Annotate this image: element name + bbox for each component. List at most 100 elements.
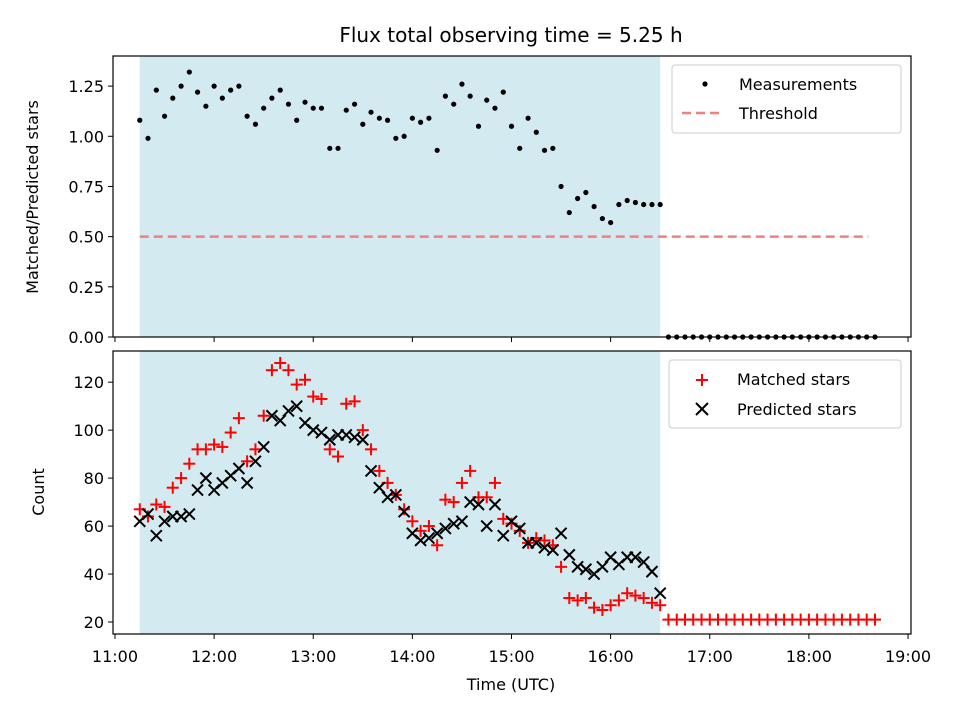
predicted-star-point <box>472 498 485 511</box>
measurement-point <box>384 117 391 123</box>
predicted-star-point <box>422 531 436 545</box>
predicted-star-point <box>249 455 262 468</box>
matched-star-point <box>183 457 196 470</box>
measurement-point <box>145 135 151 141</box>
matched-star-point <box>265 364 278 377</box>
matched-star-point <box>637 592 650 605</box>
measurement-point <box>872 334 878 340</box>
measurement-point <box>376 115 382 121</box>
measurement-point <box>492 105 498 111</box>
y-tick-label: 1.00 <box>68 127 104 146</box>
matched-star-point <box>538 534 551 547</box>
matched-star-point <box>654 599 667 612</box>
measurement-point <box>798 334 804 340</box>
matched-star-point <box>431 539 444 552</box>
measurement-point <box>211 83 217 89</box>
matched-star-point <box>166 481 179 494</box>
bottom-legend-box <box>668 359 902 429</box>
legend-matched-marker <box>696 374 708 386</box>
measurement-point <box>608 219 614 226</box>
top-legend-box <box>671 64 902 134</box>
bottom-x-ticks: 11:00 12:00 13:00 14:00 15:00 16:00 17:00 18:00… <box>92 634 931 666</box>
matched-star-point <box>612 594 625 607</box>
predicted-star-point <box>455 515 469 528</box>
matched-star-point <box>232 412 245 425</box>
measurement-point <box>426 115 432 121</box>
measurement-point <box>302 99 308 105</box>
top-x-ticks <box>114 337 909 342</box>
predicted-star-point <box>307 423 320 437</box>
matched-star-point <box>645 596 658 609</box>
matched-star-point <box>869 613 882 626</box>
measurement-point <box>657 201 663 208</box>
measurement-point <box>624 197 630 204</box>
matched-star-point <box>447 496 460 509</box>
matched-star-point <box>290 378 303 391</box>
measurement-point <box>550 145 556 151</box>
top-y-ticks: 0.00 0.25 0.50 0.75 1.00 1.25 <box>68 77 113 347</box>
measurement-point <box>161 113 168 119</box>
predicted-star-point <box>290 399 303 413</box>
matched-star-point <box>356 424 369 437</box>
measurement-point <box>360 121 366 127</box>
measurement-point <box>566 209 572 216</box>
y-tick-label: 0.75 <box>68 177 104 196</box>
measurement-point <box>822 334 829 340</box>
predicted-star-point <box>199 471 213 485</box>
measurement-point <box>236 83 242 89</box>
legend-measurements-marker <box>702 81 708 87</box>
matched-star-point <box>224 426 237 439</box>
measurement-point <box>591 203 597 210</box>
predicted-star-point <box>563 548 576 562</box>
legend-measurements-label: Measurements <box>739 75 857 94</box>
matched-star-point <box>365 443 378 456</box>
x-axis-label: Time (UTC) <box>466 675 555 694</box>
matched-star-point <box>315 392 328 405</box>
matched-star-point <box>596 604 609 617</box>
measurement-point <box>285 101 292 107</box>
measurement-point <box>484 97 490 103</box>
top-y-axis-label: Matched/Predicted stars <box>23 100 42 294</box>
matched-star-point <box>513 524 526 537</box>
measurement-point <box>343 107 349 113</box>
y-tick-label: 1.25 <box>68 77 104 96</box>
matched-star-point <box>257 409 270 422</box>
measurement-point <box>698 334 705 340</box>
predicted-star-point <box>513 522 526 535</box>
measurement-point <box>137 117 143 123</box>
y-tick-label: 0.25 <box>68 278 104 297</box>
predicted-star-point <box>430 527 444 540</box>
legend-matched-label: Matched stars <box>737 370 850 389</box>
measurement-point <box>682 334 688 340</box>
measurement-point <box>773 334 779 340</box>
x-tick-label: 12:00 <box>191 647 237 666</box>
matched-star-point <box>571 594 584 607</box>
predicted-star-point <box>530 536 543 550</box>
predicted-star-point <box>364 464 378 478</box>
measurement-point <box>723 334 729 340</box>
predicted-star-point <box>439 522 452 535</box>
matched-star-point <box>398 503 411 516</box>
legend-threshold-label: Threshold <box>738 104 818 123</box>
x-tick-label: 17:00 <box>687 647 733 666</box>
measurement-point <box>847 334 853 340</box>
predicted-star-point <box>348 431 361 444</box>
predicted-star-point <box>381 491 394 504</box>
predicted-star-point <box>488 498 502 511</box>
predicted-star-point <box>546 543 560 557</box>
measurement-point <box>756 334 762 340</box>
measurements-series <box>137 69 878 340</box>
measurement-point <box>451 101 457 107</box>
bottom-observing-window <box>139 351 661 634</box>
y-tick-label: 0.00 <box>68 328 104 347</box>
matched-star-point <box>488 476 501 489</box>
x-tick-label: 16:00 <box>588 647 634 666</box>
measurement-point <box>442 93 448 99</box>
predicted-star-point <box>554 527 568 540</box>
x-tick-label: 14:00 <box>389 647 435 666</box>
measurement-point <box>748 334 754 340</box>
predicted-star-point <box>183 507 196 521</box>
measurement-point <box>244 113 250 119</box>
measurement-point <box>459 81 465 87</box>
measurement-point <box>170 95 176 101</box>
